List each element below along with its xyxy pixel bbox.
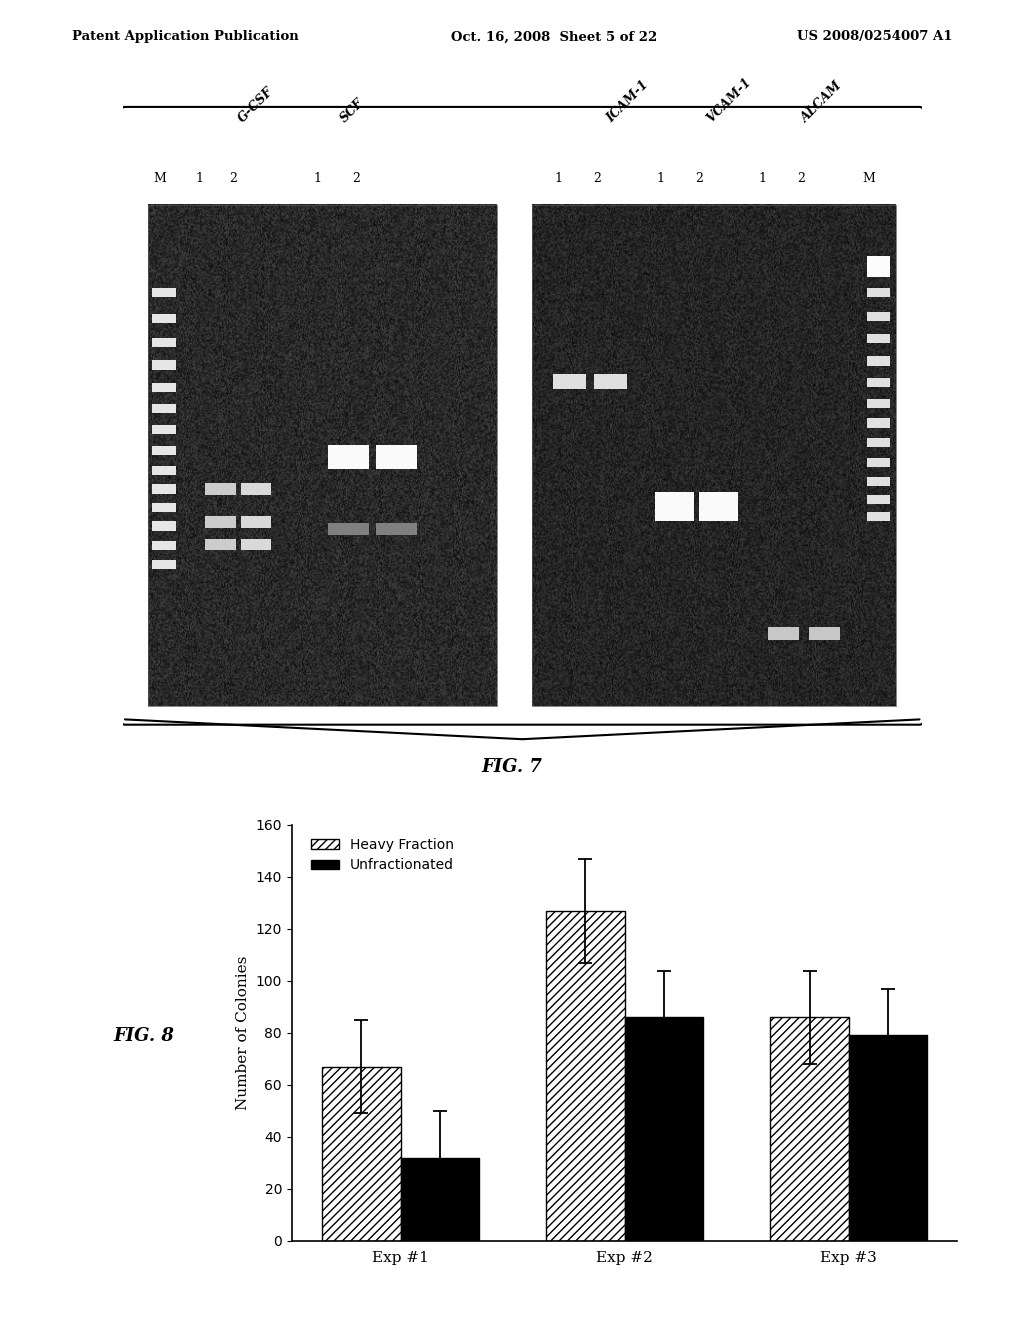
Bar: [152, 338, 176, 347]
Bar: [205, 483, 236, 495]
Bar: [148, 205, 497, 706]
Text: 2: 2: [695, 172, 703, 185]
Bar: [768, 627, 799, 640]
Text: M: M: [154, 172, 166, 185]
Bar: [376, 445, 417, 469]
Bar: [152, 503, 176, 512]
Bar: [152, 404, 176, 413]
Bar: [241, 539, 271, 550]
Bar: [867, 356, 890, 366]
Bar: [152, 484, 176, 494]
Bar: [532, 205, 896, 706]
Bar: [867, 477, 890, 486]
FancyBboxPatch shape: [121, 107, 924, 725]
Bar: [625, 1018, 703, 1241]
Bar: [867, 312, 890, 321]
Bar: [867, 288, 890, 297]
Bar: [867, 458, 890, 467]
Text: 1: 1: [759, 172, 767, 185]
Text: 2: 2: [593, 172, 601, 185]
Text: ALCAM: ALCAM: [799, 79, 845, 125]
Y-axis label: Number of Colonies: Number of Colonies: [237, 956, 250, 1110]
Bar: [867, 399, 890, 408]
Bar: [699, 492, 738, 521]
Bar: [205, 516, 236, 528]
Bar: [152, 288, 176, 297]
Text: FIG. 8: FIG. 8: [113, 1027, 174, 1045]
Text: SCF: SCF: [338, 96, 367, 125]
Bar: [867, 438, 890, 447]
Bar: [770, 1018, 849, 1241]
Bar: [328, 523, 369, 535]
Bar: [867, 256, 890, 277]
Bar: [205, 539, 236, 550]
Legend: Heavy Fraction, Unfractionated: Heavy Fraction, Unfractionated: [305, 832, 460, 878]
Text: 1: 1: [196, 172, 204, 185]
Bar: [867, 378, 890, 387]
Bar: [152, 446, 176, 455]
Bar: [328, 445, 369, 469]
Bar: [400, 1158, 479, 1241]
Bar: [323, 1067, 400, 1241]
Text: FIG. 7: FIG. 7: [481, 758, 543, 776]
Bar: [546, 911, 625, 1241]
Text: G-CSF: G-CSF: [236, 84, 275, 125]
Bar: [152, 466, 176, 475]
Text: 1: 1: [656, 172, 665, 185]
Text: 2: 2: [229, 172, 238, 185]
Bar: [152, 560, 176, 569]
Bar: [849, 1035, 927, 1241]
Bar: [867, 512, 890, 521]
Text: 2: 2: [352, 172, 360, 185]
Bar: [655, 492, 694, 521]
Bar: [594, 374, 627, 389]
Bar: [553, 374, 586, 389]
Text: 1: 1: [554, 172, 562, 185]
Bar: [809, 627, 840, 640]
Text: 2: 2: [797, 172, 805, 185]
Text: 1: 1: [313, 172, 322, 185]
Bar: [152, 541, 176, 550]
Text: ICAM-1: ICAM-1: [604, 78, 651, 125]
Bar: [152, 425, 176, 434]
Text: US 2008/0254007 A1: US 2008/0254007 A1: [797, 30, 952, 44]
Bar: [867, 495, 890, 504]
Text: Patent Application Publication: Patent Application Publication: [72, 30, 298, 44]
Bar: [152, 314, 176, 323]
Text: Oct. 16, 2008  Sheet 5 of 22: Oct. 16, 2008 Sheet 5 of 22: [451, 30, 656, 44]
Bar: [867, 334, 890, 343]
Bar: [241, 483, 271, 495]
Bar: [152, 360, 176, 370]
Text: VCAM-1: VCAM-1: [705, 75, 755, 125]
Bar: [867, 418, 890, 428]
Bar: [376, 523, 417, 535]
Bar: [152, 521, 176, 531]
Bar: [152, 383, 176, 392]
Text: M: M: [862, 172, 874, 185]
Bar: [241, 516, 271, 528]
